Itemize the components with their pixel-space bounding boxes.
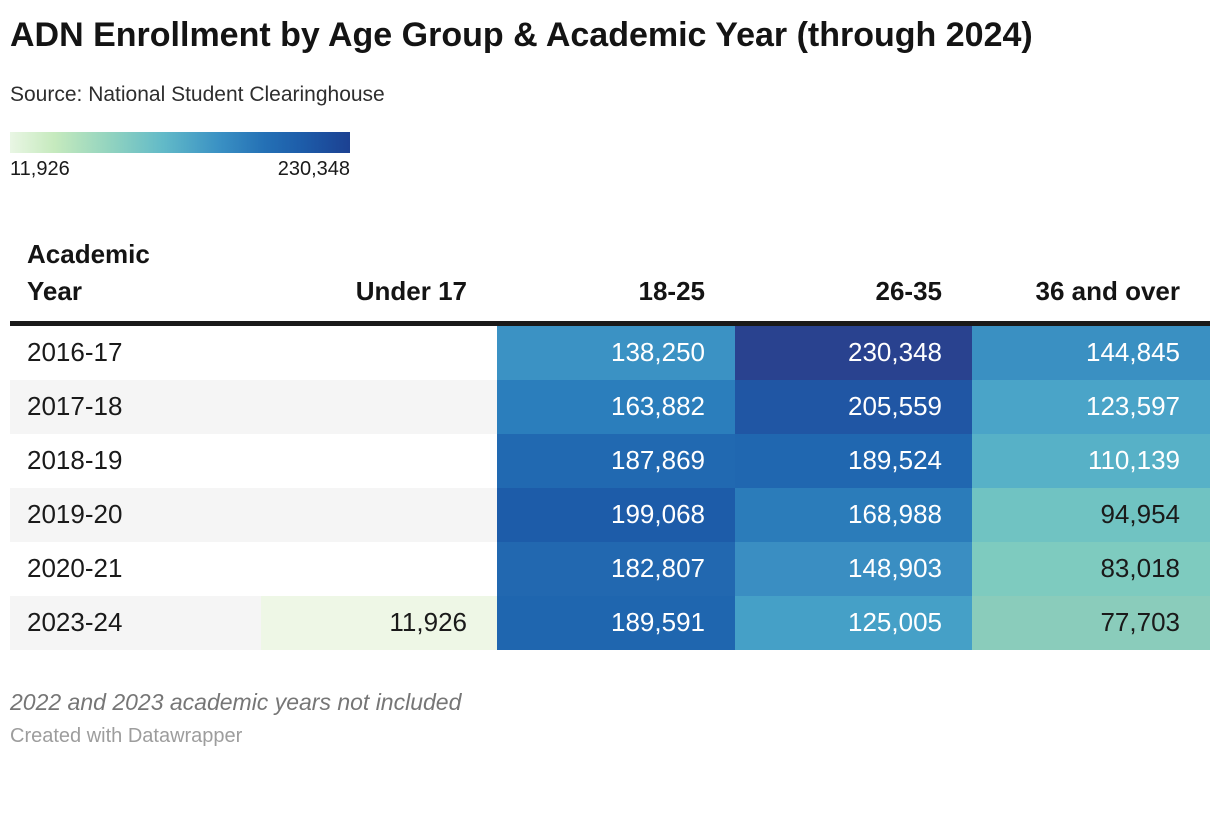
source-text: Source: National Student Clearinghouse [10,83,385,107]
table-row: 2020-21 182,807 148,903 83,018 [10,541,1210,596]
heatmap-cell: 94,954 [972,487,1210,542]
column-header-26-35: 26-35 [875,275,943,306]
table-header-row: Academic Year Under 17 18-25 26-35 36 an… [10,236,1210,326]
heatmap-cell: 182,807 [497,541,735,596]
column-header-under-17: Under 17 [355,275,467,306]
heatmap-cell: 144,845 [972,325,1210,380]
heatmap-cell: 77,703 [972,595,1210,650]
heatmap-cell: 189,591 [497,595,735,650]
heatmap-cell: 148,903 [735,541,972,596]
heatmap-cell: 230,348 [735,325,972,380]
column-header-academic-year: Academic Year [27,239,150,306]
heatmap-cell: 110,139 [972,433,1210,488]
color-gradient-bar [10,132,350,154]
column-header-36-and-over: 36 and over [1035,275,1180,306]
heatmap-cell: 138,250 [497,325,735,380]
heatmap-cell: 123,597 [972,379,1210,434]
column-header-18-25: 18-25 [638,275,706,306]
legend-max-label: 230,348 [277,158,350,181]
row-label: 2019-20 [27,499,123,530]
heatmap-cell: 125,005 [735,595,972,650]
table-row: 2018-19 187,869 189,524 110,139 [10,433,1210,488]
heatmap-cell: 168,988 [735,487,972,542]
row-label: 2018-19 [27,445,123,476]
heatmap-cell: 163,882 [497,379,735,434]
table-row: 2016-17 138,250 230,348 144,845 [10,325,1210,380]
heatmap-cell: 11,926 [261,595,497,650]
heatmap-cell [261,542,497,596]
heatmap-cell [261,434,497,488]
chart-title: ADN Enrollment by Age Group & Academic Y… [10,16,1033,54]
table-row: 2017-18 163,882 205,559 123,597 [10,379,1210,434]
row-label: 2023-24 [27,607,123,638]
table-row: 2023-24 11,926 189,591 125,005 77,703 [10,595,1210,650]
table-row: 2019-20 199,068 168,988 94,954 [10,487,1210,542]
color-legend-labels: 11,926 230,348 [10,158,350,181]
footnote: 2022 and 2023 academic years not include… [10,688,462,715]
heatmap-cell: 83,018 [972,541,1210,596]
heatmap-cell [261,326,497,380]
datawrapper-credit: Created with Datawrapper [10,724,243,747]
heatmap-cell: 205,559 [735,379,972,434]
heatmap-cell: 187,869 [497,433,735,488]
row-label: 2020-21 [27,553,123,584]
row-label: 2017-18 [27,391,123,422]
color-legend: 11,926 230,348 [10,132,350,181]
heatmap-table: Academic Year Under 17 18-25 26-35 36 an… [10,236,1210,650]
heatmap-cell [261,488,497,542]
row-label: 2016-17 [27,337,123,368]
heatmap-cell: 189,524 [735,433,972,488]
heatmap-cell [261,380,497,434]
legend-min-label: 11,926 [10,158,70,181]
chart-container: ADN Enrollment by Age Group & Academic Y… [10,16,1210,747]
heatmap-cell: 199,068 [497,487,735,542]
